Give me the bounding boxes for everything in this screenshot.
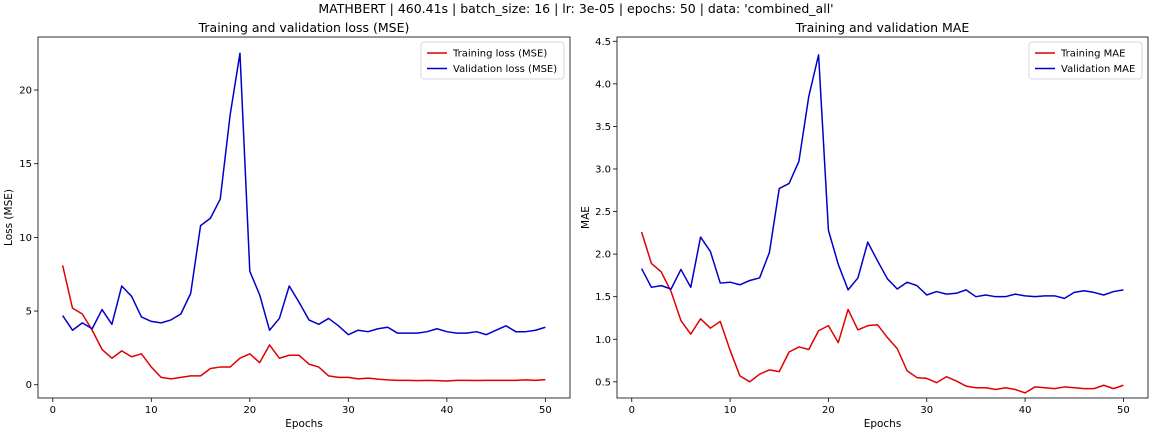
loss-series-line-validation xyxy=(62,52,546,336)
loss-legend-label-training: Training loss (MSE) xyxy=(452,49,547,60)
mae-legend-box xyxy=(1028,41,1143,80)
mae-ytick-label: 2.0 xyxy=(595,250,611,261)
loss-xtick-label: 40 xyxy=(440,405,453,416)
loss-chart: Training and validation loss (MSE) 0 10 20 3… xyxy=(3,20,571,430)
mae-legend: Training MAE Validation MAE xyxy=(1028,41,1143,80)
mae-series-line-training xyxy=(640,231,1124,394)
mae-xtick-label: 20 xyxy=(822,405,835,416)
mae-xtick-label: 0 xyxy=(629,405,635,416)
loss-chart-title: Training and validation loss (MSE) xyxy=(198,20,410,35)
mae-xtick-label: 30 xyxy=(920,405,933,416)
figure-suptitle: MATHBERT | 460.41s | batch_size: 16 | lr… xyxy=(318,1,833,16)
mae-xtick-label: 50 xyxy=(1117,405,1130,416)
mae-ytick-label: 4.5 xyxy=(595,37,611,48)
mae-ytick-label: 3.5 xyxy=(595,122,611,133)
mae-xtick-label: 40 xyxy=(1019,405,1032,416)
mae-ytick-label: 1.0 xyxy=(595,335,611,346)
loss-ytick-label: 10 xyxy=(19,233,32,244)
loss-xaxis-label: Epochs xyxy=(285,418,323,430)
loss-xtick-label: 10 xyxy=(145,405,158,416)
mae-ytick-label: 0.5 xyxy=(595,377,611,388)
mae-xaxis-label: Epochs xyxy=(864,418,902,430)
mae-ytick-label: 2.5 xyxy=(595,207,611,218)
loss-legend-box xyxy=(420,41,565,80)
loss-yaxis-label: Loss (MSE) xyxy=(3,189,15,246)
mae-ytick-label: 3.0 xyxy=(595,164,611,175)
loss-legend: Training loss (MSE) Validation loss (MSE) xyxy=(420,41,565,80)
loss-ytick-label: 15 xyxy=(19,159,32,170)
mae-legend-label-validation: Validation MAE xyxy=(1061,64,1135,75)
mae-axes-frame xyxy=(616,36,1149,399)
mae-legend-label-training: Training MAE xyxy=(1060,49,1125,60)
mae-xtick-label: 10 xyxy=(724,405,737,416)
mae-yaxis-label: MAE xyxy=(580,206,592,229)
loss-ytick-label: 20 xyxy=(19,86,32,97)
mae-ytick-label: 1.5 xyxy=(595,292,611,303)
mae-chart-title: Training and validation MAE xyxy=(795,20,970,35)
loss-series-line-training xyxy=(61,265,546,382)
mae-chart: Training and validation MAE 0 10 20 30 40 50 0.… xyxy=(580,20,1149,430)
loss-xtick-label: 20 xyxy=(243,405,256,416)
loss-xtick-label: 0 xyxy=(50,405,56,416)
loss-xtick-label: 50 xyxy=(539,405,552,416)
loss-axes-frame xyxy=(37,36,571,399)
loss-ytick-label: 5 xyxy=(26,307,32,318)
mae-series-line-validation xyxy=(640,54,1124,300)
mae-ytick-label: 4.0 xyxy=(595,79,611,90)
loss-xtick-label: 30 xyxy=(342,405,355,416)
loss-ytick-label: 0 xyxy=(26,380,32,391)
loss-legend-label-validation: Validation loss (MSE) xyxy=(453,64,557,75)
